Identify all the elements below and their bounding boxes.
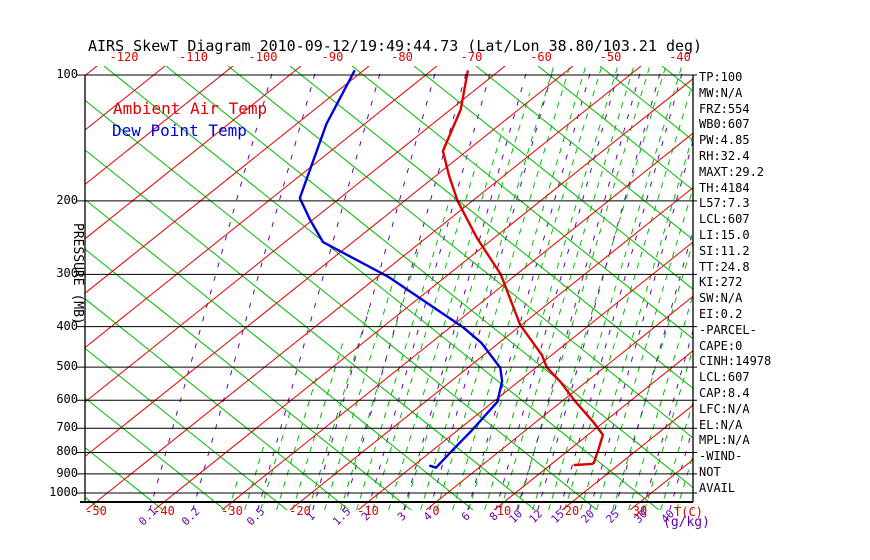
pressure-tick-label: 1000 (49, 485, 78, 499)
pressure-tick-label: 300 (56, 266, 78, 281)
pressure-tick-label: 500 (56, 359, 78, 374)
stats-line: LCL:607 (699, 370, 750, 385)
stats-line: EL:N/A (699, 417, 743, 432)
stats-line: SI:11.2 (699, 243, 750, 258)
pressure-tick-label: 900 (56, 465, 78, 480)
bottom-temp-tick-label: -40 (153, 504, 175, 518)
bottom-temp-tick-label: -30 (221, 504, 243, 518)
stats-line: AVAIL (699, 480, 736, 495)
stats-line: MAXT:29.2 (699, 164, 765, 179)
top-temp-tick-label: -100 (248, 50, 278, 64)
mixing-ratio-unit-label: (g/kg) (663, 515, 710, 530)
legend-dew-point-temp: Dew Point Temp (112, 121, 247, 140)
bottom-temp-tick-label: -20 (289, 504, 311, 518)
legend-ambient-air-temp: Ambient Air Temp (113, 99, 268, 118)
stats-line: TP:100 (699, 70, 743, 84)
page-title: AIRS SkewT Diagram 2010-09-12/19:49:44.7… (88, 37, 703, 55)
pressure-tick-label: 400 (56, 318, 78, 333)
top-temp-tick-label: -120 (109, 50, 139, 64)
stats-line: TH:4184 (699, 180, 750, 195)
stats-line: CINH:14978 (699, 354, 772, 369)
stats-line: MPL:N/A (699, 433, 750, 448)
top-temp-tick-label: -50 (599, 50, 622, 64)
top-temp-tick-label: -110 (179, 50, 208, 64)
bottom-temp-tick-label: 20 (564, 504, 580, 518)
stats-line: LI:15.0 (699, 228, 750, 242)
stats-line: -PARCEL- (699, 322, 757, 337)
temp-axis-unit-label: T(C) (674, 505, 703, 519)
stats-line: WB0:607 (699, 117, 750, 132)
pressure-tick-label: 600 (56, 392, 78, 407)
stats-line: CAPE:0 (699, 338, 743, 353)
pressure-tick-label: 100 (56, 67, 78, 81)
stats-line: LFC:N/A (699, 401, 750, 416)
dew-point-temp-curve (298, 70, 504, 469)
top-temp-tick-label: -80 (391, 50, 413, 64)
stats-line: SW:N/A (699, 291, 743, 306)
top-temp-tick-label: -60 (530, 50, 552, 64)
stats-line: KI:272 (699, 275, 743, 290)
stats-line: NOT (699, 465, 721, 479)
stats-line: L57:7.3 (699, 196, 750, 211)
stats-line: CAP:8.4 (699, 386, 750, 400)
bottom-temp-tick-label: 0 (432, 504, 440, 518)
bottom-temp-tick-label: -50 (85, 504, 107, 518)
stats-line: EI:0.2 (699, 307, 743, 321)
bottom-temp-tick-label: 10 (496, 504, 512, 518)
stats-line: TT:24.8 (699, 259, 750, 274)
pressure-tick-label: 200 (56, 192, 78, 207)
pressure-tick-label: 800 (56, 444, 78, 459)
bottom-temp-tick-label: 30 (632, 504, 648, 518)
bottom-temp-tick-label: -10 (357, 504, 379, 518)
stats-line: FRZ:554 (699, 101, 750, 116)
stats-line: MW:N/A (699, 85, 743, 100)
top-temp-tick-label: -90 (321, 50, 344, 64)
stats-line: -WIND- (699, 449, 743, 464)
stats-line: RH:32.4 (699, 149, 750, 163)
stats-line: PW:4.85 (699, 133, 750, 148)
top-temp-tick-label: -70 (460, 50, 483, 64)
stats-line: LCL:607 (699, 212, 750, 227)
pressure-tick-label: 700 (56, 420, 78, 435)
top-temp-tick-label: -40 (669, 50, 691, 64)
